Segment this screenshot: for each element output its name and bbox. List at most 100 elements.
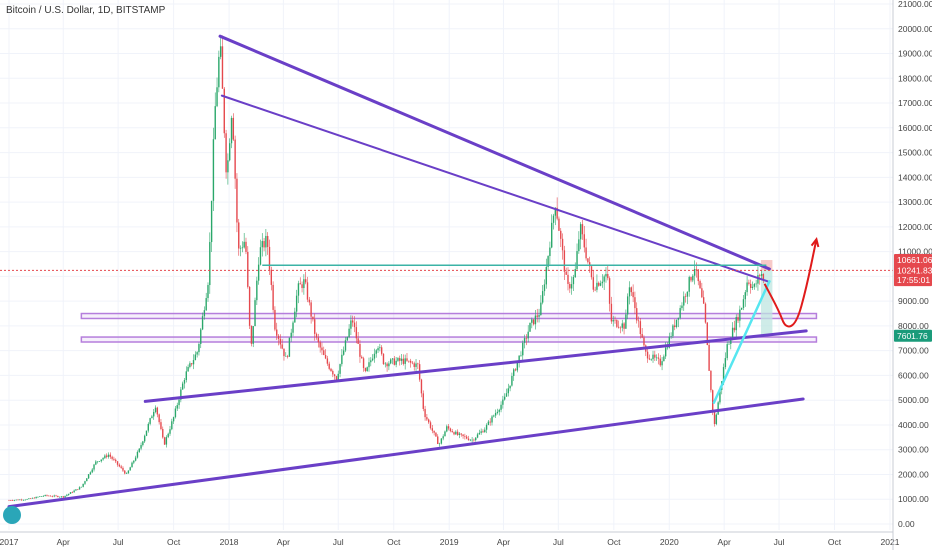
candle-up [15, 499, 17, 501]
projection-path [763, 239, 818, 328]
candle-up [344, 340, 347, 351]
y-tick-label: 7000.00 [898, 346, 929, 356]
candle-up [475, 437, 477, 441]
candle-down [111, 456, 113, 459]
candle-up [670, 336, 672, 337]
candle-down [636, 308, 638, 321]
candle-up [655, 357, 658, 359]
candle-up [478, 432, 481, 435]
candle-up [174, 408, 177, 418]
candle-down [393, 358, 396, 365]
candle-up [93, 464, 95, 470]
candle-down [408, 360, 410, 362]
candle-up [67, 493, 70, 495]
candle-up [145, 430, 148, 436]
trendline-inner-downtrend [220, 94, 769, 283]
candle-down [701, 288, 703, 298]
candle-down [420, 379, 423, 394]
candle-up [172, 417, 175, 422]
candle-up [679, 308, 681, 318]
candle-down [71, 492, 74, 493]
candle-up [686, 291, 689, 297]
candle-down [277, 335, 280, 339]
candle-up [572, 277, 575, 285]
candle-down [532, 319, 535, 325]
candle-up [547, 256, 549, 267]
candle-down [286, 356, 289, 357]
candle-up [285, 356, 287, 357]
candle-down [610, 303, 613, 322]
candle-up [390, 359, 392, 364]
candle-up [543, 284, 546, 292]
candle-up [400, 358, 403, 361]
candle-up [438, 443, 441, 445]
candle-down [411, 362, 414, 364]
candle-up [102, 458, 104, 460]
candle-down [118, 464, 121, 467]
candle-up [500, 404, 502, 410]
y-tick-label: 17000.00 [898, 98, 932, 108]
candle-up [371, 358, 374, 361]
candle-down [646, 351, 649, 359]
candle-down [409, 360, 412, 363]
candle-up [375, 350, 377, 354]
candle-down [623, 323, 625, 329]
candle-up [538, 315, 540, 317]
candle-up [683, 296, 685, 306]
candle-down [315, 333, 318, 338]
candle-up [496, 411, 499, 414]
candle-up [746, 282, 748, 293]
candle-up [167, 433, 169, 438]
candle-down [11, 500, 14, 502]
short-target-zone [760, 270, 773, 336]
candle-up [19, 499, 21, 501]
candle-up [138, 448, 140, 452]
candle-up [24, 499, 26, 501]
candle-down [268, 246, 271, 270]
candle-down [361, 356, 363, 359]
candle-down [57, 495, 59, 497]
candle-up [42, 495, 45, 497]
candle-down [333, 374, 336, 377]
candle-up [540, 302, 542, 316]
candle-up [133, 460, 135, 463]
candle-down [710, 370, 712, 391]
candle-down [122, 467, 124, 471]
zones-layer [80, 260, 818, 343]
candle-up [342, 350, 345, 355]
candle-down [310, 302, 312, 317]
x-tick-label: Oct [387, 537, 401, 547]
candle-up [518, 355, 520, 363]
candle-up [198, 343, 200, 353]
candle-down [594, 289, 596, 291]
candle-up [131, 462, 133, 468]
x-tick-label: 2019 [440, 537, 459, 547]
candle-down [514, 369, 517, 371]
candle-down [276, 329, 278, 336]
candle-up [171, 421, 173, 430]
x-tick-label: 2021 [881, 537, 900, 547]
candle-down [648, 358, 651, 360]
candle-up [290, 332, 292, 338]
y-tick-label: 6000.00 [898, 370, 929, 380]
candle-down [335, 376, 338, 381]
candle-down [451, 431, 453, 433]
candle-up [511, 375, 513, 386]
candle-down [654, 354, 656, 358]
tradingview-logo-icon[interactable] [3, 506, 21, 524]
candle-up [201, 316, 204, 330]
candles-layer [8, 35, 765, 502]
candle-up [265, 235, 267, 248]
x-tick-label: Apr [718, 537, 731, 547]
candle-down [706, 322, 708, 346]
candle-down [266, 235, 269, 247]
x-tick-label: Oct [607, 537, 621, 547]
candle-up [552, 215, 555, 223]
candle-down [163, 437, 166, 445]
candle-up [681, 305, 683, 309]
candle-up [444, 431, 446, 437]
candle-down [637, 320, 640, 322]
candle-down [386, 363, 388, 367]
